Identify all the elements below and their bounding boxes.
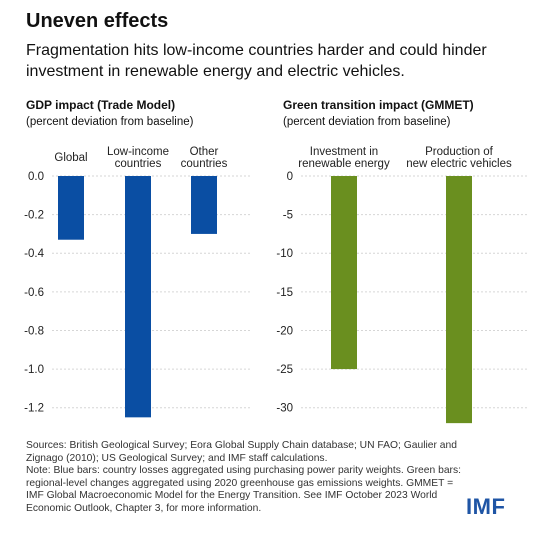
note-text: Note: Blue bars: country losses aggregat… — [26, 465, 461, 514]
y-tick-label: -0.8 — [24, 325, 44, 337]
y-tick-label: 0 — [287, 171, 293, 183]
x-category-label: Investment in — [310, 146, 378, 158]
y-tick-label: -30 — [276, 403, 293, 415]
y-tick-label: -25 — [276, 364, 293, 376]
x-category-label: new electric vehicles — [406, 158, 512, 170]
gdp-impact-chart: 0.0 -0.2 -0.4 -0.6 -0.8 -1.0 -1.2 Global Low-inc… — [24, 146, 250, 418]
chart-title: Uneven effects — [26, 10, 169, 32]
y-tick-label: -1.0 — [24, 364, 44, 376]
y-tick-label: -0.2 — [24, 210, 44, 222]
x-category-label: Global — [54, 152, 87, 164]
right-panel-subtitle: (percent deviation from baseline) — [283, 116, 451, 128]
bar — [58, 176, 84, 240]
x-category-label: Other — [190, 146, 219, 158]
x-category-label: Production of — [425, 146, 494, 158]
x-category-label: countries — [181, 158, 228, 170]
green-transition-chart: 0 -5 -10 -15 -20 -25 -30 Investment inrenewable… — [276, 146, 529, 424]
bar — [331, 176, 357, 370]
x-category-label: countries — [115, 158, 162, 170]
sources-text: Sources: British Geological Survey; Eora… — [26, 440, 457, 464]
y-tick-label: -10 — [276, 248, 293, 260]
y-tick-label: -1.2 — [24, 403, 44, 415]
bar — [125, 176, 151, 418]
right-panel-title: Green transition impact (GMMET) — [283, 98, 474, 112]
left-panel-subtitle: (percent deviation from baseline) — [26, 116, 194, 128]
source-notes: Sources: British Geological Survey; Eora… — [26, 440, 466, 516]
chart-subtitle: Fragmentation hits low-income countries … — [26, 42, 487, 80]
imf-logo: IMF — [466, 494, 506, 519]
y-tick-label: 0.0 — [28, 171, 44, 183]
y-tick-label: -0.6 — [24, 287, 44, 299]
y-tick-label: -15 — [276, 287, 293, 299]
left-panel-title: GDP impact (Trade Model) — [26, 98, 176, 112]
bar — [191, 176, 217, 234]
bar — [446, 176, 472, 424]
x-category-label: renewable energy — [298, 158, 390, 170]
y-tick-label: -0.4 — [24, 248, 44, 260]
x-category-label: Low-income — [107, 146, 169, 158]
y-tick-label: -20 — [276, 325, 293, 337]
y-tick-label: -5 — [283, 210, 293, 222]
